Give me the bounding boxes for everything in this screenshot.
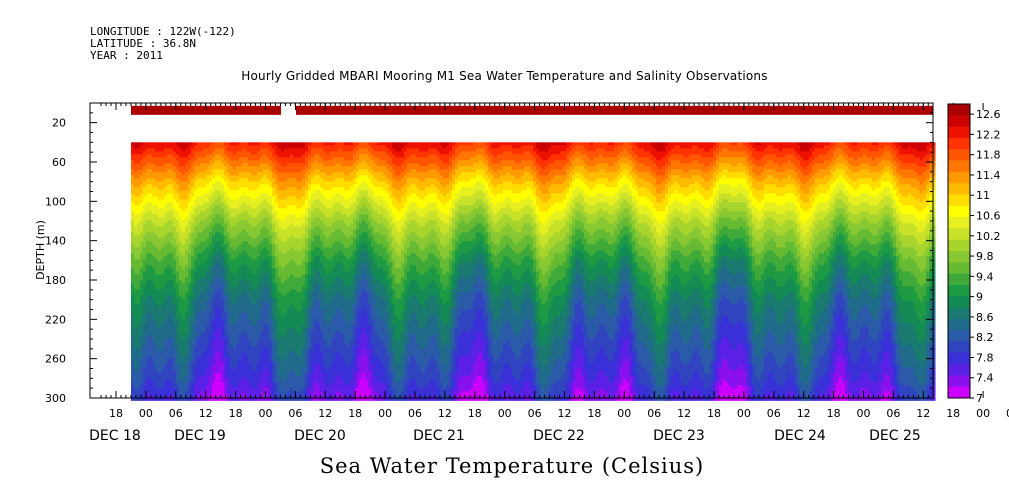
x-day-label: DEC 19 — [174, 428, 226, 444]
colorbar-tick-label: 11.4 — [976, 169, 1001, 182]
y-tick-label: 300 — [45, 392, 66, 405]
x-tick-label: 00 — [259, 407, 273, 420]
colorbar-swatch — [948, 296, 970, 309]
x-tick-label: 06 — [1006, 407, 1009, 420]
x-tick-label: 18 — [348, 407, 362, 420]
colorbar-tick-label: 8.6 — [976, 311, 994, 324]
colorbar-swatch — [948, 273, 970, 286]
x-tick-label: 12 — [677, 407, 691, 420]
x-day-label: DEC 21 — [413, 428, 465, 444]
colorbar-swatch — [948, 104, 970, 116]
surface-strip-segment — [296, 105, 933, 115]
x-tick-label: 06 — [528, 407, 542, 420]
x-day-label: DEC 25 — [869, 428, 921, 444]
colorbar-swatch — [948, 183, 970, 195]
x-tick-label: 00 — [737, 407, 751, 420]
colorbar-swatch — [948, 126, 970, 139]
colorbar-swatch — [948, 149, 970, 162]
longitude-label: LONGITUDE : 122W(-122) — [90, 26, 236, 38]
x-tick-label: 18 — [587, 407, 601, 420]
colorbar-swatch — [948, 318, 970, 331]
colorbar-tick-label: 12.6 — [976, 108, 1001, 121]
colorbar-swatch — [948, 330, 970, 342]
colorbar-tick-label: 12.2 — [976, 128, 1001, 141]
x-tick-label: 18 — [946, 407, 960, 420]
colorbar-swatch — [948, 217, 970, 229]
colorbar-swatch — [948, 307, 970, 320]
year-label: YEAR : 2011 — [90, 50, 163, 62]
colorbar-swatch — [948, 262, 970, 275]
colorbar-swatch — [948, 171, 970, 184]
colorbar-tick-label: 9 — [976, 291, 983, 304]
x-tick-label: 18 — [707, 407, 721, 420]
colorbar-swatch — [948, 284, 970, 297]
colorbar-swatch — [948, 205, 970, 218]
x-tick-label: 00 — [498, 407, 512, 420]
colorbar-swatch — [948, 341, 970, 354]
surface-strip-segment — [131, 105, 281, 115]
colorbar-tick-label: 7.4 — [976, 372, 994, 385]
colorbar-swatch — [948, 364, 970, 376]
x-tick-label: 00 — [857, 407, 871, 420]
x-tick-label: 18 — [229, 407, 243, 420]
x-tick-label: 00 — [976, 407, 990, 420]
x-tick-label: 12 — [797, 407, 811, 420]
x-tick-label: 12 — [558, 407, 572, 420]
x-day-label: DEC 24 — [774, 428, 826, 444]
colorbar-tick-label: 9.4 — [976, 270, 994, 283]
colorbar-swatch — [948, 386, 970, 399]
colorbar-swatch — [948, 194, 970, 207]
x-day-label: DEC 23 — [653, 428, 705, 444]
x-tick-label: 06 — [408, 407, 422, 420]
colorbar-swatch — [948, 115, 970, 128]
x-tick-label: 00 — [378, 407, 392, 420]
colorbar-tick-label: 7.8 — [976, 351, 994, 364]
colorbar-swatch — [948, 160, 970, 173]
y-tick-label: 260 — [45, 353, 66, 366]
colorbar-tick-label: 10.6 — [976, 210, 1001, 223]
colorbar-swatch — [948, 375, 970, 388]
x-tick-label: 12 — [916, 407, 930, 420]
colorbar-swatch — [948, 251, 970, 263]
colorbar-tick-label: 8.2 — [976, 331, 994, 344]
heatmap-cells — [131, 142, 936, 401]
x-tick-label: 06 — [169, 407, 183, 420]
latitude-label: LATITUDE : 36.8N — [90, 38, 196, 50]
x-tick-label: 00 — [617, 407, 631, 420]
colorbar-swatch — [948, 228, 970, 241]
x-tick-label: 12 — [438, 407, 452, 420]
colorbar-title: Sea Water Temperature (Celsius) — [0, 454, 1009, 478]
colorbar-tick-label: 9.8 — [976, 250, 994, 263]
colorbar-swatch — [948, 239, 970, 252]
x-tick-label: 18 — [109, 407, 123, 420]
colorbar-tick-label: 10.2 — [976, 230, 1001, 243]
colorbar-swatch — [948, 352, 970, 365]
y-tick-label: 20 — [52, 117, 66, 130]
x-tick-label: 06 — [886, 407, 900, 420]
x-day-label: DEC 22 — [533, 428, 585, 444]
y-axis-label: DEPTH (m) — [34, 220, 47, 280]
y-tick-label: 100 — [45, 195, 66, 208]
x-tick-label: 00 — [139, 407, 153, 420]
x-tick-label: 12 — [318, 407, 332, 420]
chart-title: Hourly Gridded MBARI Mooring M1 Sea Wate… — [0, 69, 1009, 83]
colorbar-tick-label: 11 — [976, 189, 990, 202]
x-tick-label: 18 — [827, 407, 841, 420]
y-tick-label: 140 — [45, 235, 66, 248]
x-tick-label: 06 — [767, 407, 781, 420]
x-day-label: DEC 20 — [294, 428, 346, 444]
y-tick-label: 220 — [45, 313, 66, 326]
x-tick-label: 18 — [468, 407, 482, 420]
x-tick-label: 06 — [288, 407, 302, 420]
x-day-label: DEC 18 — [89, 428, 141, 444]
y-tick-label: 180 — [45, 274, 66, 287]
colorbar-swatch — [948, 137, 970, 150]
colorbar-frame — [947, 103, 971, 399]
colorbar-tick-label: 7 — [976, 392, 983, 405]
y-tick-label: 60 — [52, 156, 66, 169]
colorbar-tick-label: 11.8 — [976, 149, 1001, 162]
x-tick-label: 06 — [647, 407, 661, 420]
x-tick-label: 12 — [199, 407, 213, 420]
